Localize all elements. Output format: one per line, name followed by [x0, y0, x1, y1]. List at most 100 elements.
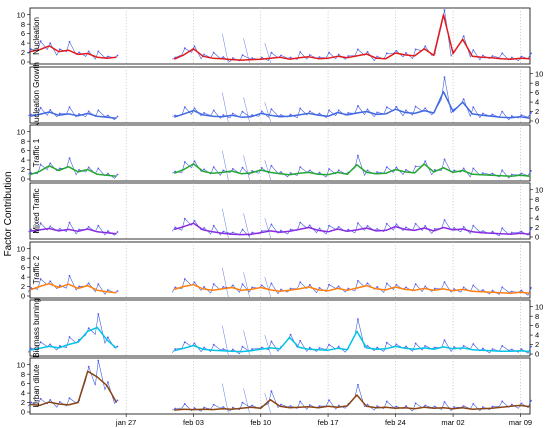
observation-point — [203, 53, 206, 56]
observation-point — [424, 345, 427, 347]
observation-point — [347, 287, 350, 290]
artefact-line — [243, 272, 250, 298]
observation-point — [405, 405, 407, 407]
observation-point — [395, 166, 398, 169]
observation-point — [318, 171, 321, 174]
observation-point — [385, 400, 388, 403]
observation-point — [251, 57, 254, 59]
factor-line — [29, 370, 118, 407]
observation-point — [491, 230, 494, 233]
observation-point — [510, 290, 513, 293]
observation-point — [68, 106, 71, 109]
observation-point — [49, 225, 52, 228]
observation-point — [107, 55, 109, 58]
observation-point — [299, 107, 302, 110]
observation-point — [405, 52, 407, 54]
observation-point — [280, 114, 282, 116]
artefact-line — [222, 150, 229, 181]
observation-point — [424, 285, 427, 288]
observation-point — [405, 345, 407, 348]
observation-point — [530, 287, 532, 289]
observation-point — [212, 403, 215, 406]
artefact-line — [222, 325, 229, 356]
observation-point — [491, 113, 494, 116]
observation-point — [232, 57, 234, 59]
observation-point — [174, 407, 177, 410]
observation-point — [501, 110, 504, 113]
observation-point — [385, 282, 388, 285]
observation-point — [308, 284, 311, 286]
artefact-line — [243, 155, 250, 181]
panel-label: Nucleation Growth — [32, 62, 41, 128]
y-tick-label: 8 — [535, 195, 539, 204]
observation-point — [424, 45, 427, 48]
y-tick-label: 2 — [21, 282, 25, 291]
observation-point — [385, 341, 388, 344]
observed-trace — [27, 40, 118, 60]
observation-point — [183, 47, 186, 50]
observation-point — [203, 168, 206, 171]
observation-point — [39, 222, 42, 225]
observation-point — [328, 343, 330, 346]
observation-point — [241, 110, 244, 113]
observation-point — [501, 345, 504, 347]
observation-point — [97, 224, 100, 227]
observed-trace — [27, 274, 118, 295]
observation-point — [395, 405, 398, 408]
x-tick-label: jan 27 — [115, 418, 136, 427]
y-tick-label: 10 — [17, 127, 25, 136]
observation-point — [193, 219, 196, 222]
factor-line — [173, 90, 531, 119]
observation-point — [376, 346, 379, 349]
observation-point — [174, 226, 177, 229]
y-tick-label: 4 — [21, 39, 25, 48]
y-tick-label: 10 — [535, 69, 543, 78]
x-tick-label: mar 02 — [441, 418, 464, 427]
observation-point — [299, 166, 302, 169]
observation-point — [520, 230, 523, 233]
observation-point — [241, 54, 244, 57]
observation-point — [97, 50, 100, 53]
observation-point — [405, 169, 407, 171]
observation-point — [260, 167, 263, 169]
observation-point — [299, 221, 302, 224]
observation-point — [337, 345, 340, 348]
observation-point — [270, 108, 273, 110]
artefact-line — [264, 160, 272, 181]
observation-point — [260, 284, 263, 287]
observation-point — [183, 278, 186, 280]
observation-point — [58, 345, 61, 347]
observation-point — [462, 167, 465, 170]
x-tick-label: feb 24 — [385, 418, 406, 427]
observation-point — [414, 402, 417, 405]
observation-point — [251, 404, 254, 407]
observation-point — [49, 42, 52, 45]
observation-point — [328, 224, 330, 227]
observation-point — [414, 283, 417, 285]
observation-point — [212, 283, 215, 285]
observation-point — [337, 109, 340, 112]
observation-point — [183, 403, 186, 405]
observation-point — [328, 168, 330, 170]
observation-point — [337, 285, 340, 288]
observation-point — [530, 170, 532, 172]
observation-point — [453, 169, 455, 172]
observation-point — [174, 348, 177, 350]
observation-point — [241, 345, 244, 348]
observation-point — [424, 160, 427, 163]
observation-point — [472, 167, 475, 170]
observation-point — [414, 342, 417, 345]
observation-point — [222, 286, 225, 288]
observation-point — [289, 405, 292, 407]
y-tick-label: 6 — [535, 321, 539, 330]
observation-point — [30, 401, 32, 404]
observation-point — [30, 113, 32, 116]
observation-point — [270, 390, 273, 393]
y-tick-label: 2 — [535, 340, 539, 349]
observation-point — [39, 163, 42, 166]
panel-label: Traffic 2 — [32, 255, 41, 284]
x-tick-label: feb 17 — [318, 418, 339, 427]
observation-point — [510, 56, 513, 59]
observation-point — [116, 173, 119, 176]
observation-point — [116, 345, 119, 348]
